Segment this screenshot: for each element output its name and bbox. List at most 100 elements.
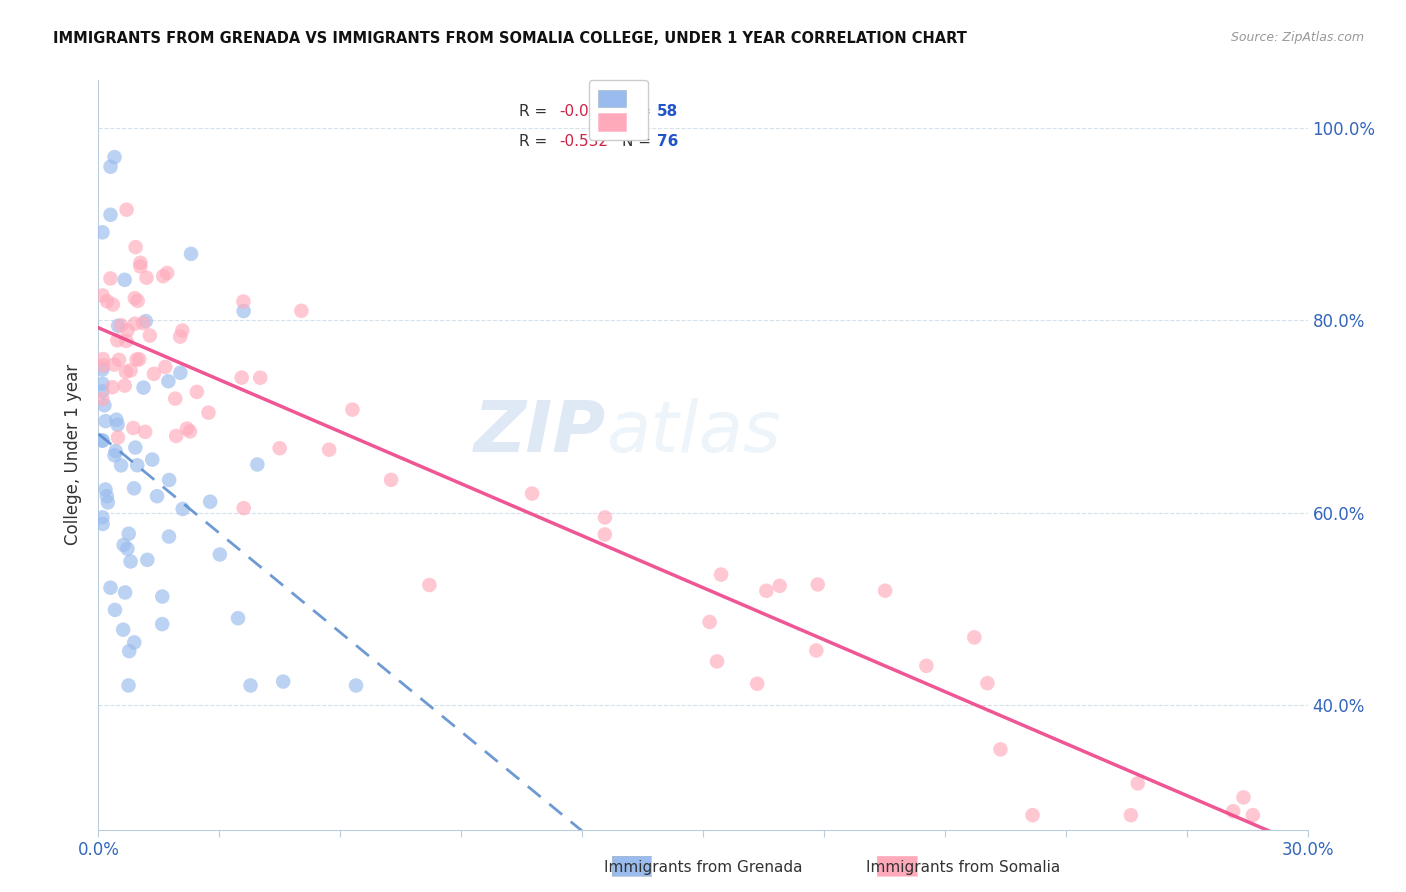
Point <box>165 392 187 406</box>
Point <box>114 273 136 287</box>
Point <box>101 297 124 311</box>
Point <box>344 678 367 692</box>
Point <box>122 635 145 649</box>
Point <box>101 380 124 394</box>
Point <box>290 303 312 318</box>
Text: atlas: atlas <box>606 398 780 467</box>
Point <box>150 617 173 632</box>
Text: R =: R = <box>519 134 553 149</box>
Point <box>172 324 194 338</box>
Point <box>128 352 150 367</box>
Text: IMMIGRANTS FROM GRENADA VS IMMIGRANTS FROM SOMALIA COLLEGE, UNDER 1 YEAR CORRELA: IMMIGRANTS FROM GRENADA VS IMMIGRANTS FR… <box>53 31 967 46</box>
Point <box>152 269 174 284</box>
Point <box>418 578 440 592</box>
Point <box>208 548 231 562</box>
Point <box>129 256 152 270</box>
Point <box>990 742 1012 756</box>
Point <box>157 374 180 388</box>
Point <box>342 402 364 417</box>
Point <box>125 352 148 367</box>
Point <box>169 366 191 380</box>
Point <box>112 623 135 637</box>
Point <box>963 631 986 645</box>
Text: Immigrants from Grenada: Immigrants from Grenada <box>603 860 803 874</box>
Point <box>769 579 792 593</box>
Point <box>124 240 146 254</box>
Text: ZIP: ZIP <box>474 398 606 467</box>
Point <box>139 328 162 343</box>
Point <box>93 398 115 412</box>
Point <box>122 481 145 495</box>
Point <box>593 510 616 524</box>
Point <box>118 644 141 658</box>
Point <box>91 434 114 448</box>
Point <box>100 208 122 222</box>
Point <box>91 434 114 448</box>
Point <box>150 590 173 604</box>
Point <box>103 358 125 372</box>
Point <box>120 363 142 377</box>
Point <box>710 567 733 582</box>
Point <box>915 658 938 673</box>
Point <box>186 384 208 399</box>
Point <box>100 271 122 285</box>
Point <box>100 581 122 595</box>
Text: N =: N = <box>621 134 655 149</box>
Point <box>755 583 778 598</box>
Point <box>806 643 828 657</box>
Point <box>91 352 114 367</box>
Point <box>120 554 142 568</box>
Point <box>318 442 340 457</box>
Point <box>96 489 118 503</box>
Point <box>197 406 219 420</box>
Point <box>132 381 155 395</box>
Point <box>976 676 998 690</box>
Point <box>232 501 254 516</box>
Point <box>91 510 114 524</box>
Point <box>232 294 254 309</box>
Point <box>520 486 543 500</box>
Point <box>127 458 149 473</box>
Point <box>807 577 830 591</box>
Point <box>118 526 141 541</box>
Text: N =: N = <box>621 104 655 120</box>
Point <box>91 225 114 239</box>
Point <box>91 288 114 302</box>
Point <box>198 494 221 508</box>
Point <box>103 150 125 164</box>
Text: Immigrants from Somalia: Immigrants from Somalia <box>866 860 1060 874</box>
Point <box>1241 808 1264 822</box>
Legend:  ,  : , <box>589 80 648 140</box>
Point <box>1126 776 1149 790</box>
Point <box>169 329 191 343</box>
Point <box>165 429 187 443</box>
Point <box>117 323 139 337</box>
Point <box>747 676 769 690</box>
Point <box>706 654 728 668</box>
Text: 58: 58 <box>657 104 678 120</box>
Point <box>875 583 897 598</box>
Point <box>172 502 194 516</box>
Point <box>100 160 122 174</box>
Point <box>114 585 136 599</box>
Point <box>104 444 127 458</box>
Point <box>142 367 165 381</box>
Point <box>112 538 135 552</box>
Point <box>107 318 129 333</box>
Point <box>157 473 180 487</box>
Point <box>141 452 163 467</box>
Text: 76: 76 <box>657 134 679 149</box>
Point <box>232 304 254 318</box>
Point <box>107 417 129 432</box>
Point <box>249 370 271 384</box>
Point <box>91 376 114 391</box>
Point <box>127 293 149 308</box>
Text: Source: ZipAtlas.com: Source: ZipAtlas.com <box>1230 31 1364 45</box>
Point <box>180 247 202 261</box>
Point <box>135 314 157 328</box>
Point <box>380 473 402 487</box>
Point <box>124 317 146 331</box>
Point <box>105 413 128 427</box>
Point <box>1119 808 1142 822</box>
Point <box>91 359 114 373</box>
